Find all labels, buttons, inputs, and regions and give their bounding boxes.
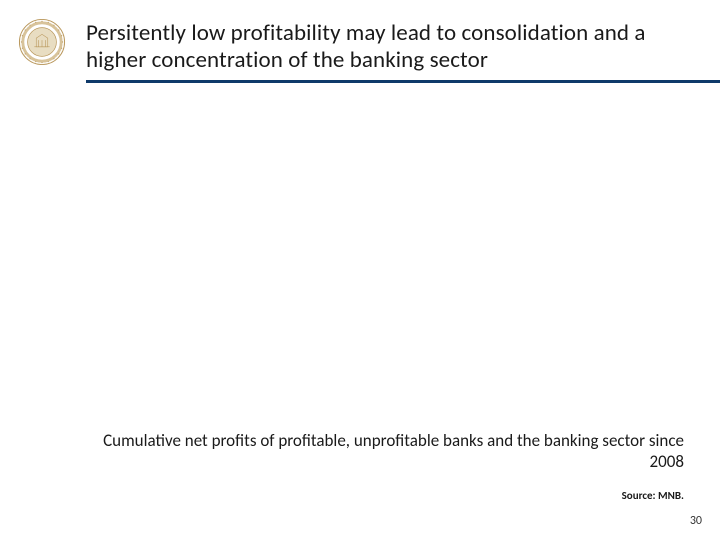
page-number: 30 xyxy=(690,514,702,528)
source-label: Source: MNB. xyxy=(622,489,684,502)
seal-icon xyxy=(18,18,66,66)
chart-caption: Cumulative net profits of profitable, un… xyxy=(86,431,684,472)
slide: Persitently low profitability may lead t… xyxy=(0,0,720,540)
chart-placeholder xyxy=(86,90,684,420)
title-underline xyxy=(86,80,720,83)
mnb-seal-logo xyxy=(18,18,66,66)
slide-title: Persitently low profitability may lead t… xyxy=(86,20,702,74)
